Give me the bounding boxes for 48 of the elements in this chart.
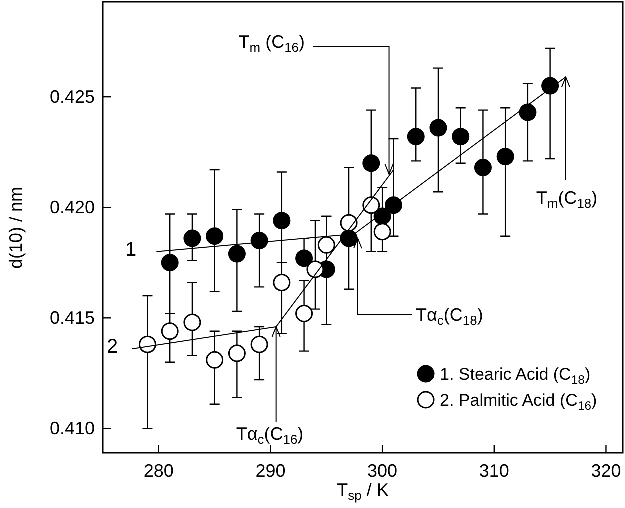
point	[228, 245, 246, 263]
point	[374, 223, 392, 241]
annotation: Tα$_{c}$(C$_{16}$)	[236, 424, 304, 447]
point	[206, 351, 224, 369]
x-axis-title: T$_{sp}$ / K	[337, 480, 389, 503]
point	[161, 254, 179, 272]
point	[184, 314, 202, 332]
point	[452, 128, 470, 146]
point	[474, 159, 492, 177]
point	[430, 119, 448, 137]
point	[273, 212, 291, 230]
y-tick-label: 0.415	[50, 308, 95, 328]
point	[138, 336, 156, 354]
point	[362, 154, 380, 172]
point	[228, 344, 246, 362]
annotation: Tα$_{c}$(C$_{18}$)	[416, 305, 484, 328]
point	[250, 336, 268, 354]
y-axis-title: d(10) / nm	[6, 186, 26, 270]
y-tick-label: 0.410	[50, 418, 95, 439]
legend-label: 1. Stearic Acid (C$_{18}$)	[440, 365, 591, 387]
point	[407, 128, 425, 146]
annotation: 2	[106, 336, 118, 358]
x-tick-label: 290	[256, 461, 286, 481]
point	[206, 228, 224, 246]
point	[362, 196, 380, 214]
legend-label: 2. Palmitic Acid (C$_{16}$)	[440, 391, 598, 413]
point	[184, 230, 202, 248]
point	[296, 304, 314, 322]
x-tick-label: 310	[479, 461, 510, 481]
point	[519, 104, 537, 122]
y-tick-label: 0.420	[50, 198, 95, 218]
point	[250, 232, 268, 250]
annotation: T$_{m}$(C$_{18}$)	[536, 188, 598, 211]
y-tick-label: 0.425	[50, 87, 95, 108]
x-tick-label: 320	[591, 461, 622, 481]
point	[496, 148, 514, 166]
point	[306, 260, 324, 278]
point	[273, 274, 291, 292]
point	[385, 196, 403, 214]
point	[542, 77, 560, 95]
x-tick-label: 280	[144, 461, 174, 481]
x-tick-label: 300	[368, 461, 398, 481]
point	[340, 214, 358, 232]
point	[161, 322, 179, 340]
point	[318, 236, 336, 254]
annotation: 1	[126, 238, 137, 261]
point	[296, 250, 314, 268]
annotation: T$_{m}$ (C$_{16}$)	[238, 32, 305, 55]
